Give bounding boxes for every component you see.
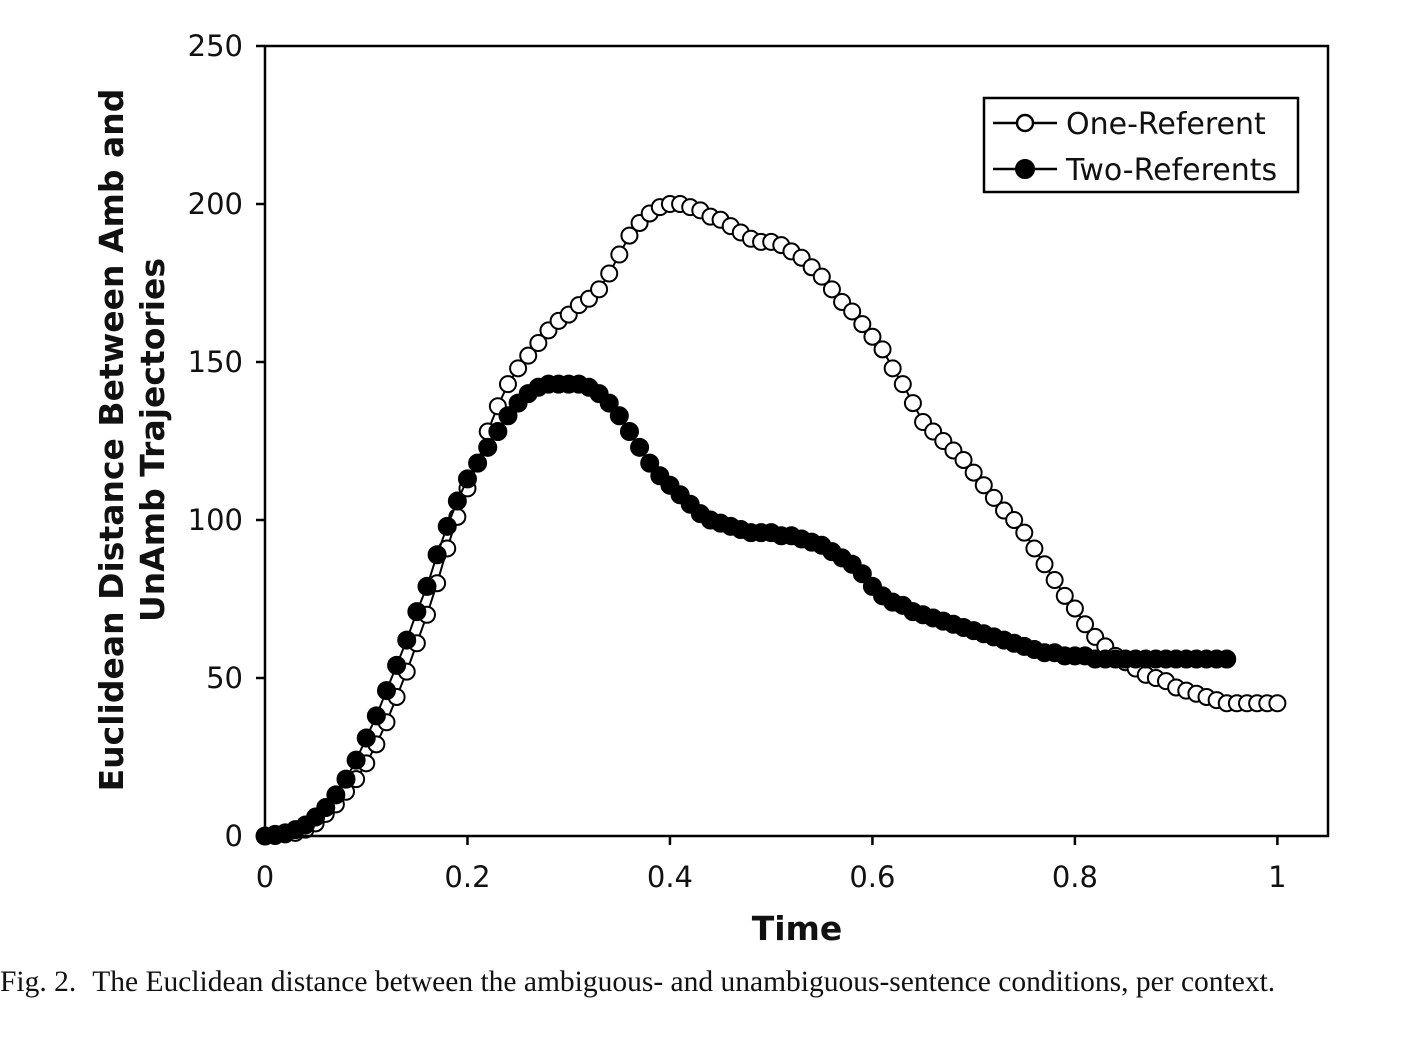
- x-tick-label: 1: [1268, 860, 1286, 894]
- data-point-one-referent: [853, 315, 872, 334]
- data-point-one-referent: [1045, 571, 1064, 590]
- x-tick-label: 0.6: [849, 860, 895, 894]
- data-point-two-referents: [630, 437, 650, 457]
- data-point-one-referent: [529, 334, 548, 353]
- x-tick-label: 0.2: [444, 860, 490, 894]
- data-point-two-referents: [488, 422, 508, 442]
- y-tick-label: 200: [188, 187, 243, 221]
- y-axis-title-line1: Euclidean Distance Between Amb and: [92, 89, 131, 792]
- x-tick-label: 0: [256, 860, 274, 894]
- y-tick-label: 50: [206, 661, 243, 695]
- legend-label-one-referent: One-Referent: [1066, 107, 1266, 142]
- data-point-two-referents: [366, 706, 386, 726]
- data-point-one-referent: [1268, 694, 1287, 713]
- legend-box: [982, 96, 1300, 194]
- y-tick-label: 0: [225, 819, 243, 853]
- data-point-two-referents: [457, 469, 477, 489]
- y-tick-label: 100: [188, 503, 243, 537]
- x-axis-title: Time: [752, 909, 843, 948]
- data-point-one-referent: [1065, 599, 1084, 618]
- data-point-one-referent: [954, 450, 973, 469]
- data-point-one-referent: [519, 346, 538, 365]
- data-point-two-referents: [619, 422, 639, 442]
- figure-number: Fig. 2.: [0, 966, 77, 998]
- data-point-two-referents: [447, 491, 467, 511]
- data-point-one-referent: [1035, 555, 1054, 574]
- axes-layer: 0 50 100 150 200 250 0 0.2 0.4 0.6 0.8 1: [188, 29, 1330, 894]
- data-point-one-referent: [893, 375, 912, 394]
- data-point-one-referent: [822, 280, 841, 299]
- x-tick-label: 0.8: [1052, 860, 1098, 894]
- data-point-two-referents: [417, 576, 437, 596]
- data-point-two-referents: [640, 453, 660, 473]
- legend: One-Referent Two-Referents: [982, 96, 1300, 194]
- series-two-referents: [255, 374, 1237, 846]
- data-point-two-referents: [437, 516, 457, 536]
- data-point-two-referents: [599, 393, 619, 413]
- data-point-one-referent: [590, 280, 609, 299]
- data-point-two-referents: [468, 453, 488, 473]
- data-point-one-referent: [812, 267, 831, 286]
- legend-label-two-referents: Two-Referents: [1065, 153, 1277, 188]
- data-point-two-referents: [356, 728, 376, 748]
- data-point-one-referent: [610, 245, 629, 264]
- chart-figure: 0 50 100 150 200 250 0 0.2 0.4 0.6 0.8 1 One-Refere…: [92, 29, 1330, 948]
- figure-caption: Fig. 2. The Euclidean distance between th…: [0, 966, 1428, 999]
- plot-frame: [263, 44, 1330, 838]
- data-point-one-referent: [509, 359, 528, 378]
- data-point-one-referent: [984, 488, 1003, 507]
- data-point-one-referent: [974, 476, 993, 495]
- data-point-one-referent: [1015, 523, 1034, 542]
- data-point-one-referent: [620, 226, 639, 245]
- data-point-two-referents: [852, 564, 872, 584]
- data-point-two-referents: [346, 750, 366, 770]
- data-point-one-referent: [1005, 511, 1024, 529]
- data-point-two-referents: [376, 681, 396, 701]
- y-axis-title-line2: UnAmb Trajectories: [133, 258, 172, 622]
- caption-text: The Euclidean distance between the ambig…: [92, 966, 1276, 998]
- legend-marker-one-referent: [1015, 113, 1035, 133]
- data-point-two-referents: [336, 769, 356, 789]
- x-tick-label: 0.4: [647, 860, 693, 894]
- data-point-one-referent: [600, 264, 619, 283]
- data-point-two-referents: [609, 406, 629, 426]
- data-point-two-referents: [498, 406, 518, 426]
- y-tick-label: 250: [188, 29, 243, 63]
- legend-marker-two-referents: [1015, 159, 1035, 179]
- data-point-one-referent: [883, 359, 902, 378]
- data-point-one-referent: [863, 327, 882, 346]
- data-point-one-referent: [843, 302, 862, 321]
- data-point-two-referents: [478, 437, 498, 457]
- data-point-one-referent: [498, 375, 517, 394]
- series-one-referent: [256, 195, 1287, 845]
- data-point-two-referents: [1217, 649, 1237, 669]
- data-point-one-referent: [1055, 586, 1074, 605]
- data-point-two-referents: [397, 630, 417, 650]
- data-point-one-referent: [903, 394, 922, 413]
- plot-layer: [255, 195, 1287, 846]
- data-point-one-referent: [964, 463, 983, 482]
- data-point-two-referents: [326, 785, 346, 805]
- y-tick-label: 150: [188, 345, 243, 379]
- data-point-two-referents: [407, 602, 427, 622]
- data-point-two-referents: [387, 655, 407, 675]
- data-point-one-referent: [873, 340, 892, 359]
- data-point-two-referents: [316, 798, 336, 818]
- data-point-one-referent: [1025, 539, 1044, 558]
- data-point-one-referent: [1076, 615, 1095, 634]
- data-point-two-referents: [427, 545, 447, 565]
- series-line-one-referent: [265, 203, 1278, 837]
